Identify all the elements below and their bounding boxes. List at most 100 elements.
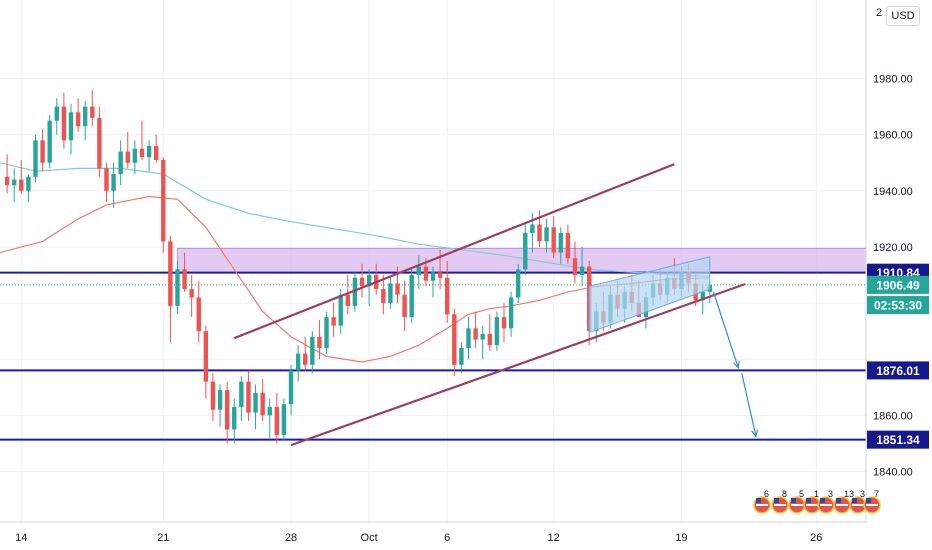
candle-body [118,151,123,174]
candle-body [572,258,578,276]
time-axis: 14 21 28 Oct 6 12 19 26 [0,521,932,550]
candle-body [317,336,322,348]
candle-body [47,120,52,163]
flag-canton [820,498,825,503]
candle-body [579,266,585,276]
candle-body [303,353,308,365]
candle-body [267,406,272,416]
projection-arrow [741,373,757,437]
candle-body [203,331,209,382]
candle-body [161,159,166,242]
y-tick-label: 1960.00 [873,130,913,142]
event-count-label: 6 [764,489,769,499]
candle-body [168,241,173,306]
candle-body [132,148,138,163]
candle-body [558,232,563,253]
candle-body [11,179,17,186]
candle-body [75,112,81,127]
candle-body [331,317,336,326]
flag-canton [791,498,796,503]
y-tick-label: 1980.00 [873,74,913,86]
flag-stripe [852,504,864,506]
candle-body [381,289,386,304]
candle-body [537,224,542,242]
candle-body [90,106,95,118]
flag-canton [756,498,761,503]
event-count-label: 13 [844,489,854,499]
projection-arrow-head [751,429,759,438]
candle-body [54,106,59,121]
flag-pattern [588,256,711,334]
candle-body [125,151,130,163]
event-count-label: 8 [782,489,787,499]
candle-body [501,317,507,329]
flag-pattern-shape [588,256,711,334]
event-count-label: 3 [828,489,833,499]
event-count-label: 5 [799,489,804,499]
support-resistance-lines [0,271,866,441]
candle-body [395,283,400,295]
y-tick-label: 1920.00 [873,242,913,254]
candle-body [146,145,152,158]
moving-average-line [0,195,710,363]
x-tick-label: 19 [675,532,687,544]
candle-body [295,353,301,371]
rising-channel [233,163,746,447]
flag-canton [852,498,857,503]
candle-body [26,176,31,191]
price-label-box [867,275,929,294]
candle-body [423,266,429,281]
flag-canton [806,498,811,503]
candle-body [359,277,365,287]
x-tick-label: Oct [361,532,378,544]
event-count-label: 3 [860,489,865,499]
candle-body [544,227,549,242]
price-label-text: 02:53:30 [874,299,922,313]
candle-body [288,370,294,405]
price-label-text: 1851.34 [876,433,920,447]
candle-body [246,381,251,413]
candle-body [402,294,407,318]
candle-body [494,317,500,346]
candle-body [182,269,187,290]
candle-body [224,390,230,430]
projection-arrow-head [732,360,740,369]
event-count-label: 7 [874,489,879,499]
candle-body [430,272,436,281]
price-label-box [867,430,929,449]
candle-body [366,275,372,287]
x-tick-label: 12 [548,532,560,544]
candle-body [260,392,265,416]
candle-body [196,297,201,332]
candle-body [515,269,521,298]
y-tick-label: 1860.00 [873,410,913,422]
y-tick-label: 1940.00 [873,186,913,198]
y-tick-label: 1840.00 [873,466,913,478]
candle-body [352,277,358,306]
candle-body [97,117,102,169]
candle-body [338,294,343,326]
candle-body [274,406,280,435]
currency-button[interactable]: USD [886,6,920,26]
candle-body [139,148,145,158]
x-tick-label: 21 [157,532,169,544]
candle-body [189,289,194,298]
candle-body [409,275,414,318]
channel-line [290,282,746,447]
flag-stripe [820,504,832,506]
price-label-text: 1906.49 [876,278,920,292]
candle-body [111,174,116,191]
candle-body [217,390,223,410]
candle-body [253,392,258,413]
candle-body [210,381,216,410]
candle-body [444,277,450,315]
candle-body [61,106,67,141]
economic-events: 6 8 5 1 3 13 3 7 [753,489,881,514]
flag-stripe [806,504,818,506]
price-label-text: 1876.01 [876,364,920,378]
flag-canton [836,498,841,503]
price-label-box [867,361,929,380]
